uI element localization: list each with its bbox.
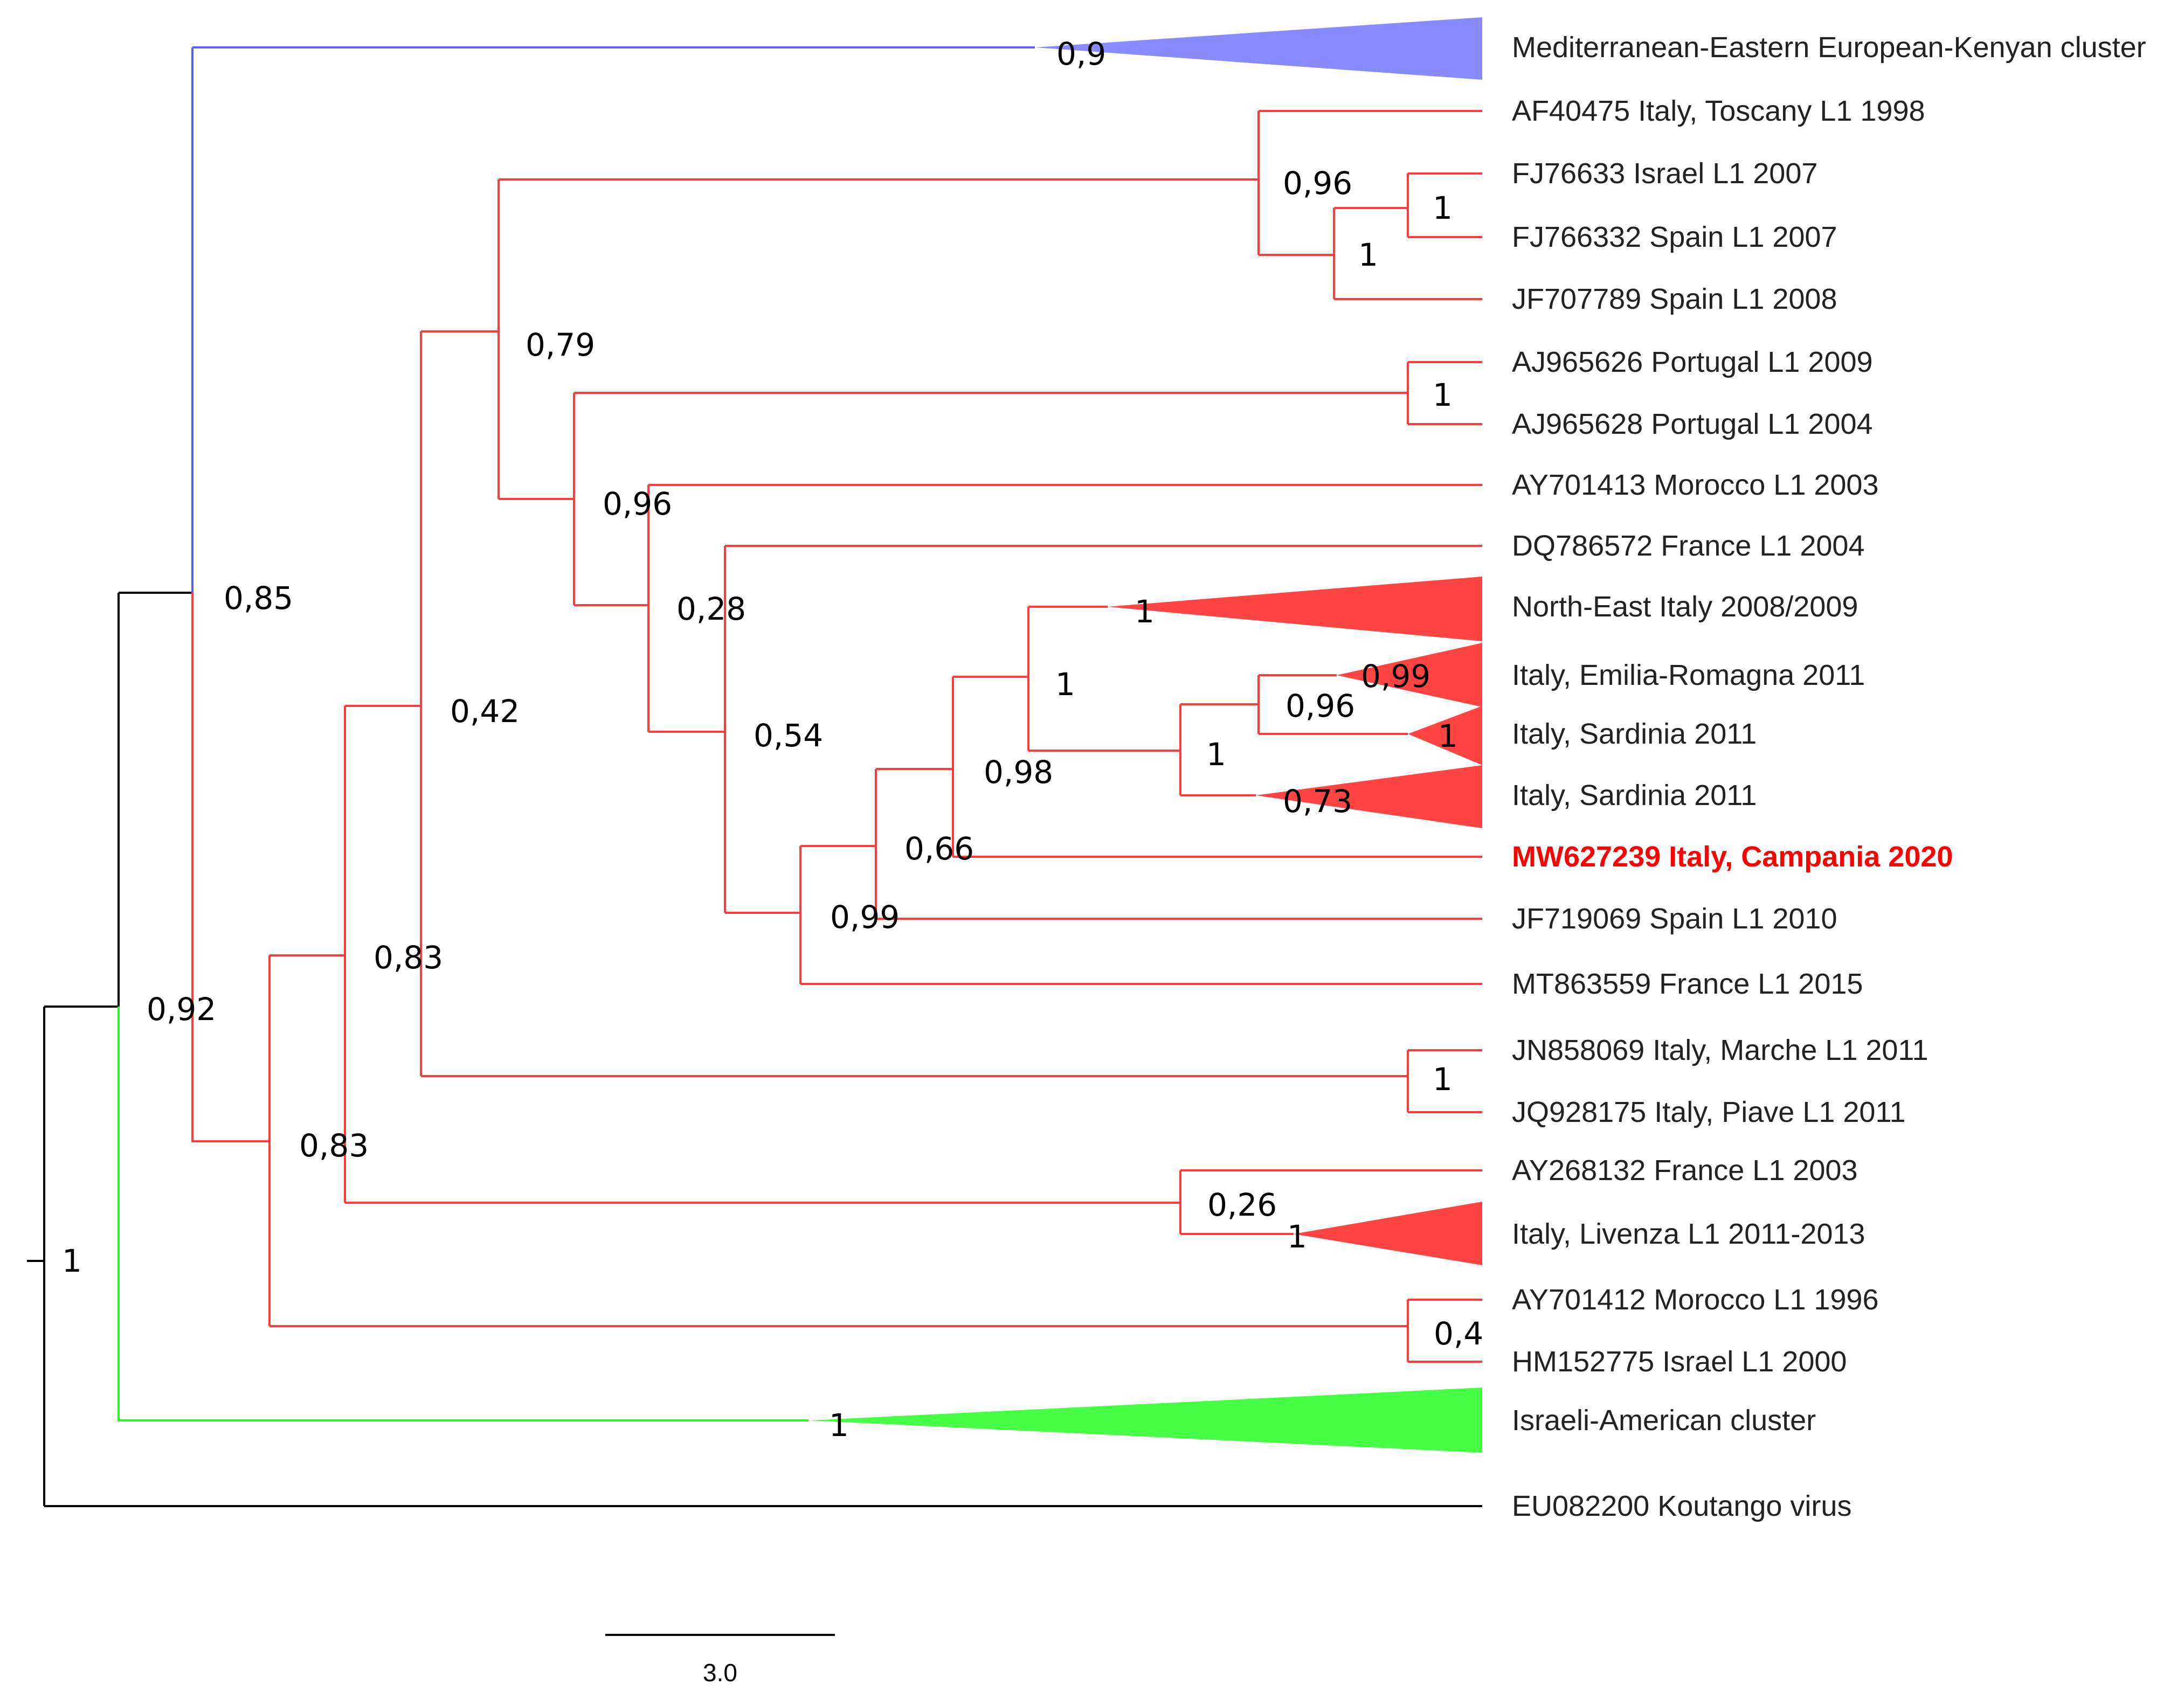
taxon-label-af40475: AF40475 Italy, Toscany L1 1998 bbox=[1512, 95, 1925, 127]
support-value-root: 1 bbox=[62, 1243, 82, 1279]
taxon-label-jq928175: JQ928175 Italy, Piave L1 2011 bbox=[1512, 1096, 1906, 1128]
support-value-sard-group: 1 bbox=[1206, 736, 1226, 773]
support-value-morocco-israel: 0,4 bbox=[1434, 1315, 1483, 1352]
taxon-label-jf719069: JF719069 Spain L1 2010 bbox=[1512, 903, 1837, 935]
taxon-label-ay268132: AY268132 France L1 2003 bbox=[1512, 1154, 1858, 1187]
taxon-label-fj76633: FJ76633 Israel L1 2007 bbox=[1512, 157, 1817, 190]
taxon-label-dq786572: DQ786572 France L1 2004 bbox=[1512, 530, 1864, 562]
support-value-israel-spain2007: 1 bbox=[1433, 190, 1453, 226]
support-value-emilia: 0,99 bbox=[1361, 658, 1430, 695]
sardinia1-clade-triangle bbox=[1408, 706, 1482, 765]
support-value-mediterranean: 0,9 bbox=[1056, 36, 1106, 72]
support-value-portugal: 1 bbox=[1433, 377, 1453, 413]
support-value-lineage1-root: 0,85 bbox=[224, 580, 293, 616]
support-value-to-italy-groups: 0,98 bbox=[984, 754, 1053, 790]
support-value-lower: 0,96 bbox=[603, 486, 672, 522]
support-value-israeli-american: 1 bbox=[829, 1407, 849, 1444]
taxon-label-emilia: Italy, Emilia-Romagna 2011 bbox=[1512, 659, 1865, 691]
node-2612-portugal bbox=[1407, 361, 1482, 425]
taxon-label-ay701413: AY701413 Morocco L1 2003 bbox=[1512, 469, 1878, 501]
taxon-label-mw627239: MW627239 Italy, Campania 2020 bbox=[1512, 841, 1953, 873]
node-2612-marche bbox=[1407, 1049, 1482, 1113]
taxon-label-ne-italy: North-East Italy 2008/2009 bbox=[1512, 591, 1858, 623]
scale-bar-label: 3.0 bbox=[703, 1659, 737, 1687]
support-value-sardinia-1: 1 bbox=[1438, 718, 1458, 754]
taxon-label-aj965628: AJ965628 Portugal L1 2004 bbox=[1512, 408, 1873, 440]
node-2612-morocco bbox=[1407, 1299, 1482, 1363]
node-2190-livenza bbox=[1179, 1169, 1482, 1235]
taxon-label-israeli-american: Israeli-American cluster bbox=[1512, 1404, 1816, 1437]
node-2612-israel bbox=[1407, 172, 1482, 238]
collapsed-clades bbox=[808, 17, 1482, 1453]
taxon-label-hm152775: HM152775 Israel L1 2000 bbox=[1512, 1346, 1847, 1378]
taxon-label-sardinia-2: Italy, Sardinia 2011 bbox=[1512, 779, 1757, 812]
support-value-marche-node: 0,83 bbox=[374, 939, 443, 976]
support-value-lineage1-main: 0,92 bbox=[147, 991, 216, 1028]
livenza-clade-triangle bbox=[1294, 1202, 1482, 1265]
mediterranean-clade-triangle bbox=[1035, 17, 1482, 80]
tree-branches bbox=[27, 46, 1482, 1507]
taxon-label-mt863559: MT863559 France L1 2015 bbox=[1512, 968, 1863, 1000]
support-value-lineage1-big: 0,42 bbox=[450, 693, 520, 730]
support-value-upper: 0,79 bbox=[526, 327, 595, 363]
support-value-israel-spain: 0,96 bbox=[1283, 165, 1352, 202]
emilia-clade-triangle bbox=[1337, 643, 1482, 707]
taxon-label-jn858069: JN858069 Italy, Marche L1 2011 bbox=[1512, 1034, 1928, 1066]
l1-stem bbox=[191, 593, 269, 1142]
support-value-livenza: 1 bbox=[1287, 1218, 1307, 1255]
support-value-france-rest: 0,54 bbox=[754, 717, 823, 754]
support-value-morocco-rest: 0,28 bbox=[676, 591, 746, 627]
support-value-ne-italy: 1 bbox=[1135, 593, 1155, 630]
israeli-american-branch bbox=[118, 1007, 808, 1421]
taxon-label-mediterranean: Mediterranean-Eastern European-Kenyan cl… bbox=[1512, 31, 2146, 64]
taxon-label-livenza: Italy, Livenza L1 2011-2013 bbox=[1512, 1218, 1865, 1250]
taxon-label-fj766332: FJ766332 Spain L1 2007 bbox=[1512, 221, 1837, 253]
support-value-campania: 0,66 bbox=[904, 830, 974, 867]
ne-italy-clade-triangle bbox=[1108, 577, 1482, 641]
support-value-spain2010: 0,99 bbox=[830, 899, 900, 935]
israeli-american-clade-triangle bbox=[808, 1388, 1482, 1453]
scale-bar: 3.0 bbox=[605, 1634, 835, 1687]
sardinia2-clade-triangle bbox=[1256, 765, 1482, 828]
support-value-emilia-sardinia: 0,96 bbox=[1285, 688, 1355, 724]
support-value-livenza-node: 0,83 bbox=[299, 1127, 369, 1164]
taxon-label-sardinia-1: Italy, Sardinia 2011 bbox=[1512, 718, 1757, 750]
taxon-label-eu082200: EU082200 Koutango virus bbox=[1512, 1490, 1851, 1522]
taxon-labels: Mediterranean-Eastern European-Kenyan cl… bbox=[1512, 31, 2146, 1522]
taxon-label-jf707789: JF707789 Spain L1 2008 bbox=[1512, 283, 1837, 315]
support-value-marche-piave: 1 bbox=[1433, 1061, 1453, 1098]
taxon-label-ay701412: AY701412 Morocco L1 1996 bbox=[1512, 1284, 1878, 1316]
support-value-spain-clade: 1 bbox=[1358, 237, 1378, 273]
support-value-sardinia-2: 0,73 bbox=[1283, 783, 1352, 820]
support-value-italy-groups: 1 bbox=[1055, 666, 1075, 703]
mediterranean-branch bbox=[191, 46, 1035, 593]
support-value-ay268132: 0,26 bbox=[1207, 1187, 1277, 1223]
taxon-label-aj965626: AJ965626 Portugal L1 2009 bbox=[1512, 346, 1873, 378]
